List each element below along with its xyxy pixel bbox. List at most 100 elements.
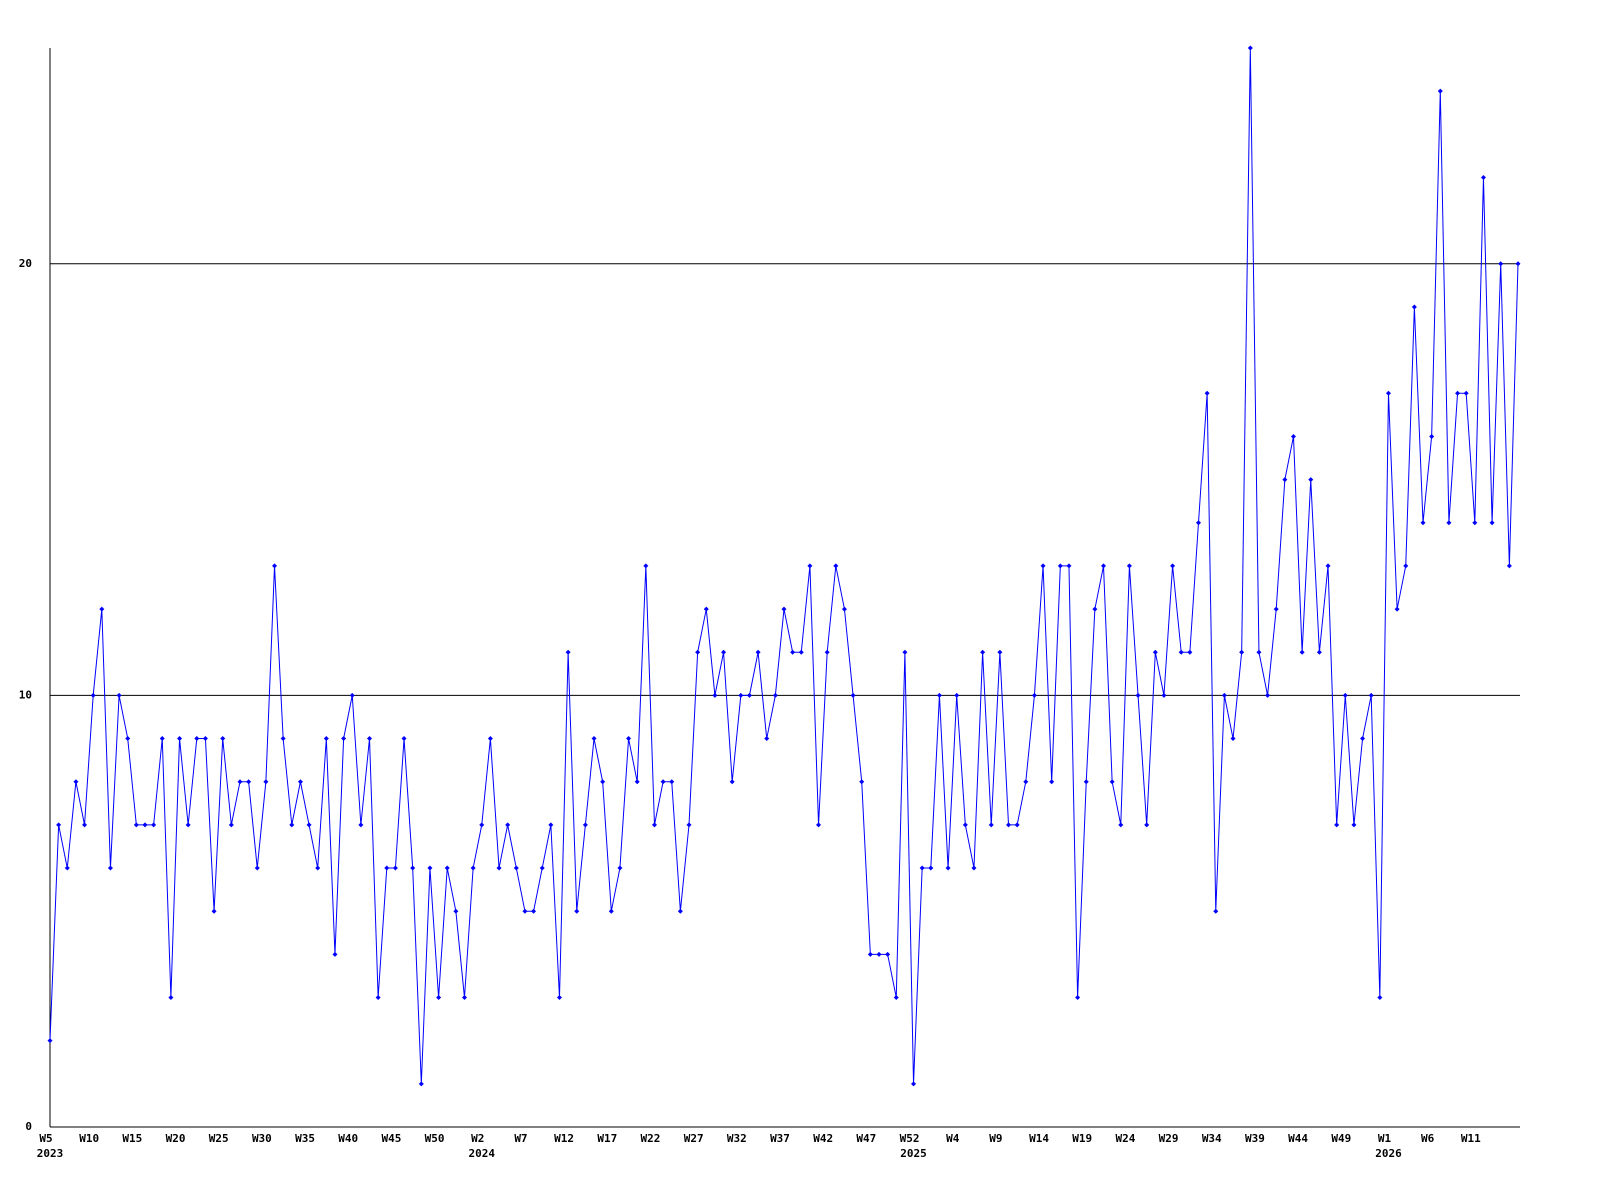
data-point xyxy=(90,692,96,698)
data-point xyxy=(893,995,899,1001)
x-tick-label: W25 xyxy=(209,1132,229,1145)
x-tick-label: W34 xyxy=(1202,1132,1222,1145)
data-point xyxy=(1075,995,1081,1001)
data-point xyxy=(1213,908,1219,914)
data-point xyxy=(1515,261,1521,267)
data-point xyxy=(1342,692,1348,698)
data-point xyxy=(669,779,675,785)
data-point xyxy=(237,779,243,785)
data-point xyxy=(764,736,770,742)
data-point xyxy=(1109,779,1115,785)
data-point xyxy=(980,649,986,655)
x-tick-label: W7 xyxy=(514,1132,527,1145)
data-point xyxy=(565,649,571,655)
data-point xyxy=(1204,390,1210,396)
data-point xyxy=(1135,692,1141,698)
data-point xyxy=(1256,649,1262,655)
data-point xyxy=(608,908,614,914)
data-point xyxy=(436,995,442,1001)
data-point xyxy=(289,822,295,828)
data-point xyxy=(1083,779,1089,785)
data-point xyxy=(548,822,554,828)
data-point xyxy=(1498,261,1504,267)
data-point xyxy=(1368,692,1374,698)
data-point xyxy=(850,692,856,698)
x-tick-label: W52 xyxy=(900,1132,920,1145)
data-point xyxy=(1446,520,1452,526)
data-point xyxy=(1489,520,1495,526)
x-tick-label: W5 xyxy=(39,1132,52,1145)
x-tick-label: W37 xyxy=(770,1132,790,1145)
data-point xyxy=(99,606,105,612)
data-point xyxy=(384,865,390,871)
data-point xyxy=(272,563,278,569)
data-point xyxy=(746,692,752,698)
x-tick-label: W50 xyxy=(425,1132,445,1145)
data-point xyxy=(1144,822,1150,828)
x-tick-label: W19 xyxy=(1072,1132,1092,1145)
x-year-label: 2026 xyxy=(1375,1147,1402,1160)
x-tick-label: W1 xyxy=(1378,1132,1392,1145)
data-point xyxy=(1385,390,1391,396)
y-tick-label: 20 xyxy=(19,257,32,270)
x-tick-label: W35 xyxy=(295,1132,315,1145)
data-point xyxy=(841,606,847,612)
data-point xyxy=(1247,45,1253,51)
data-point xyxy=(591,736,597,742)
x-tick-label: W29 xyxy=(1159,1132,1179,1145)
data-point xyxy=(453,908,459,914)
data-point xyxy=(928,865,934,871)
data-point xyxy=(1014,822,1020,828)
data-point xyxy=(1170,563,1176,569)
data-point xyxy=(816,822,822,828)
data-point xyxy=(513,865,519,871)
data-point xyxy=(1230,736,1236,742)
data-point xyxy=(686,822,692,828)
data-point xyxy=(695,649,701,655)
data-point xyxy=(885,951,891,957)
data-point xyxy=(64,865,70,871)
data-point xyxy=(323,736,329,742)
x-tick-label: W17 xyxy=(597,1132,617,1145)
data-point xyxy=(1429,433,1435,439)
data-point xyxy=(82,822,88,828)
x-tick-label: W32 xyxy=(727,1132,747,1145)
data-point xyxy=(738,692,744,698)
x-tick-label: W14 xyxy=(1029,1132,1049,1145)
data-point xyxy=(1506,563,1512,569)
data-point xyxy=(1463,390,1469,396)
data-point xyxy=(582,822,588,828)
data-point xyxy=(367,736,373,742)
data-point xyxy=(487,736,493,742)
data-point xyxy=(902,649,908,655)
data-point xyxy=(1239,649,1245,655)
data-point xyxy=(798,649,804,655)
data-point xyxy=(1377,995,1383,1001)
data-point xyxy=(626,736,632,742)
data-point xyxy=(125,736,131,742)
data-point xyxy=(919,865,925,871)
data-point xyxy=(556,995,562,1001)
data-point xyxy=(1195,520,1201,526)
data-point xyxy=(936,692,942,698)
y-tick-label: 10 xyxy=(19,688,32,701)
data-point xyxy=(1299,649,1305,655)
data-point xyxy=(56,822,62,828)
data-point xyxy=(73,779,79,785)
data-point xyxy=(539,865,545,871)
data-point xyxy=(315,865,321,871)
data-point xyxy=(997,649,1003,655)
data-point xyxy=(1187,649,1193,655)
data-point xyxy=(246,779,252,785)
data-point xyxy=(1480,174,1486,180)
data-point xyxy=(1178,649,1184,655)
data-point xyxy=(1066,563,1072,569)
data-point xyxy=(954,692,960,698)
data-point xyxy=(1092,606,1098,612)
data-point xyxy=(1101,563,1107,569)
data-point xyxy=(824,649,830,655)
data-point xyxy=(522,908,528,914)
x-year-label: 2023 xyxy=(37,1147,64,1160)
x-tick-label: W12 xyxy=(554,1132,574,1145)
